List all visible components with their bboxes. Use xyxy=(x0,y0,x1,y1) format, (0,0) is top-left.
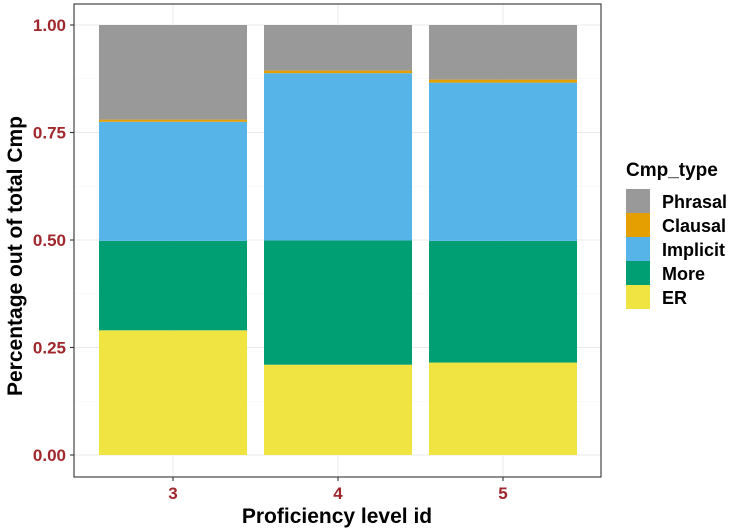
bar-segment-implicit-5 xyxy=(429,82,577,241)
legend-label-er: ER xyxy=(662,288,687,308)
bar-stack-3 xyxy=(99,25,247,455)
legend-label-phrasal: Phrasal xyxy=(662,192,727,212)
x-tick-label: 5 xyxy=(498,484,507,503)
legend-key-er xyxy=(626,285,650,309)
bar-stack-5 xyxy=(429,25,577,455)
bar-segment-clausal-4 xyxy=(264,70,412,74)
legend-item-er: ER xyxy=(626,285,687,309)
legend-label-implicit: Implicit xyxy=(662,240,725,260)
legend-key-more xyxy=(626,261,650,285)
bar-stack-4 xyxy=(264,25,412,455)
y-tick-label: 0.50 xyxy=(33,231,66,250)
x-tick-label: 4 xyxy=(333,484,343,503)
x-tick-label: 3 xyxy=(168,484,177,503)
y-axis: 0.00 0.25 0.50 0.75 1.00 xyxy=(33,16,74,465)
legend-key-clausal xyxy=(626,213,650,237)
legend-key-phrasal xyxy=(626,189,650,213)
bar-segment-phrasal-4 xyxy=(264,25,412,71)
legend-title: Cmp_type xyxy=(626,160,718,181)
legend-item-implicit: Implicit xyxy=(626,237,725,261)
bar-segment-er-5 xyxy=(429,362,577,455)
legend-item-clausal: Clausal xyxy=(626,213,726,237)
y-tick-label: 0.00 xyxy=(33,446,66,465)
legend-item-phrasal: Phrasal xyxy=(626,189,727,213)
bar-segment-clausal-3 xyxy=(99,119,247,122)
legend: Cmp_type Phrasal Clausal Implicit More ER xyxy=(626,160,727,309)
legend-label-more: More xyxy=(662,264,705,284)
y-tick-label: 0.25 xyxy=(33,339,66,358)
x-axis-title: Proficiency level id xyxy=(242,505,432,528)
y-tick-label: 0.75 xyxy=(33,124,66,143)
legend-item-more: More xyxy=(626,261,705,285)
bar-segment-phrasal-3 xyxy=(99,25,247,120)
x-axis: 3 4 5 xyxy=(168,477,508,503)
bar-segment-er-4 xyxy=(264,364,412,455)
bar-segment-more-5 xyxy=(429,240,577,363)
bar-segment-er-3 xyxy=(99,330,247,455)
bar-segment-more-3 xyxy=(99,240,247,331)
bar-segment-implicit-4 xyxy=(264,73,412,241)
legend-key-implicit xyxy=(626,237,650,261)
legend-label-clausal: Clausal xyxy=(662,216,726,236)
y-axis-title: Percentage out of total Cmp xyxy=(4,116,27,396)
bar-segment-clausal-5 xyxy=(429,79,577,83)
bar-segment-more-4 xyxy=(264,240,412,365)
plot-panel xyxy=(73,3,602,478)
bar-segment-implicit-3 xyxy=(99,121,247,241)
y-tick-label: 1.00 xyxy=(33,16,66,35)
bar-segment-phrasal-5 xyxy=(429,25,577,80)
